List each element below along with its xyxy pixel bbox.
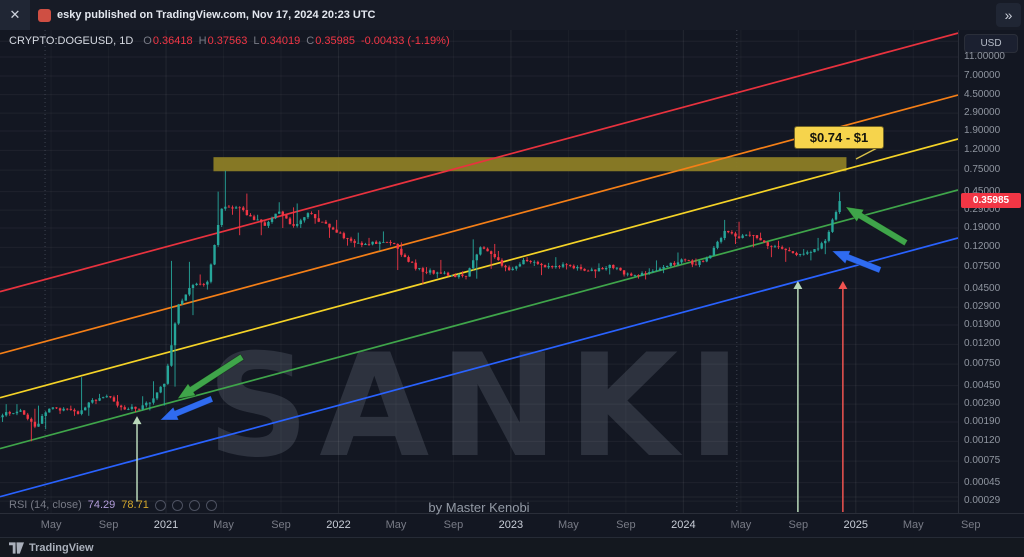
- price-axis-label: 4.50000: [964, 88, 1001, 100]
- rsi-settings-icon[interactable]: [171, 499, 183, 511]
- price-axis-label: 1.20000: [964, 144, 1001, 156]
- time-axis-label: 2022: [326, 519, 351, 531]
- time-axis-label: Sep: [98, 519, 119, 531]
- time-axis-label: May: [558, 519, 579, 531]
- price-axis-label: 7.00000: [964, 70, 1001, 82]
- price-axis[interactable]: USD 11.00000 7.00000 4.50000 2.90000 1.90000…: [958, 30, 1024, 513]
- time-axis-label: 2024: [671, 519, 696, 531]
- rsi-value-1: 74.29: [87, 499, 116, 511]
- time-axis-label: May: [40, 519, 62, 531]
- time-axis[interactable]: May Sep 2021 May Sep 2022 May Sep 2023 May Sep 2024…: [0, 513, 1024, 538]
- low-label: L: [253, 35, 260, 47]
- rsi-legend[interactable]: RSI (14, close) 74.29 78.71: [9, 499, 217, 511]
- price-axis-label: 2.90000: [964, 107, 1001, 119]
- time-axis-label: May: [213, 519, 234, 531]
- price-axis-label: 11.00000: [964, 50, 1005, 62]
- close-value: 0.35985: [315, 35, 355, 47]
- low-value: 0.34019: [260, 35, 301, 47]
- price-axis-label: 0.45000: [964, 185, 1001, 197]
- header-bar: ✕ esky published on TradingView.com, Nov…: [0, 0, 1024, 30]
- time-axis-label: Sep: [960, 519, 981, 531]
- price-axis-label: 0.00290: [964, 398, 1001, 410]
- expand-button[interactable]: »: [996, 3, 1021, 27]
- rsi-more-icon[interactable]: [188, 499, 200, 511]
- time-axis-label: 2023: [498, 519, 524, 531]
- green-arrow-2024[interactable]: [844, 206, 909, 247]
- price-axis-label: 0.00029: [964, 495, 1001, 507]
- double-chevron-icon: »: [1004, 7, 1013, 23]
- currency-button[interactable]: USD: [964, 34, 1018, 53]
- time-axis-label: May: [902, 519, 924, 531]
- time-axis-label: 2025: [843, 519, 869, 531]
- symbol-title[interactable]: CRYPTO:DOGEUSD, 1D: [9, 35, 134, 47]
- change-value: -0.00433 (-1.19%): [360, 35, 450, 47]
- price-axis-label: 0.00750: [964, 358, 1001, 370]
- resistance-zone[interactable]: [213, 157, 847, 172]
- price-axis-label: 1.90000: [964, 124, 1001, 136]
- price-axis-label: 0.12000: [964, 241, 1001, 253]
- high-label: H: [198, 35, 207, 47]
- last-price-badge: 0.35985: [961, 193, 1021, 209]
- price-axis-label: 0.00120: [964, 435, 1001, 447]
- price-axis-label: 0.02900: [964, 301, 1001, 313]
- open-value: 0.36418: [152, 35, 193, 47]
- footer-bar: TradingView: [0, 537, 1024, 557]
- channel-line-red[interactable]: [0, 32, 958, 293]
- time-axis-label: Sep: [443, 519, 464, 531]
- tradingview-brand[interactable]: TradingView: [29, 541, 94, 554]
- close-label: C: [306, 35, 315, 47]
- open-label: O: [143, 35, 152, 47]
- time-axis-label: May: [385, 519, 407, 531]
- rsi-close-icon[interactable]: [205, 499, 217, 511]
- blue-arrow-2024[interactable]: [831, 250, 882, 274]
- price-axis-label: 0.75000: [964, 164, 1001, 176]
- symbol-legend[interactable]: CRYPTO:DOGEUSD, 1D O 0.36418 H 0.37563 L 0.…: [9, 35, 450, 47]
- avatar: [38, 8, 51, 22]
- price-axis-label: 0.00450: [964, 379, 1001, 391]
- watermark: SANKI: [207, 324, 751, 489]
- price-axis-label: 0.29000: [964, 204, 1001, 216]
- price-target-label[interactable]: $0.74 - $1: [794, 126, 884, 149]
- rsi-label: RSI (14, close): [9, 499, 82, 511]
- time-axis-label: 2021: [153, 519, 179, 531]
- close-button[interactable]: ✕: [0, 0, 30, 30]
- close-icon: ✕: [9, 7, 21, 22]
- price-axis-label: 0.01200: [964, 338, 1001, 350]
- price-axis-label: 0.00190: [964, 415, 1001, 427]
- time-axis-label: Sep: [788, 519, 809, 531]
- published-text: esky published on TradingView.com, Nov 1…: [57, 9, 376, 21]
- rsi-visibility-icon[interactable]: [154, 499, 166, 511]
- time-axis-label: Sep: [271, 519, 291, 531]
- price-axis-label: 0.00045: [964, 476, 1001, 488]
- time-axis-label: Sep: [616, 519, 636, 531]
- tradingview-logo-icon[interactable]: [9, 541, 24, 554]
- price-axis-label: 0.07500: [964, 261, 1001, 273]
- price-axis-label: 0.00075: [964, 455, 1001, 467]
- price-axis-label: 0.01900: [964, 318, 1001, 330]
- high-value: 0.37563: [207, 35, 248, 47]
- price-axis-label: 0.04500: [964, 282, 1001, 294]
- price-axis-label: 0.19000: [964, 221, 1001, 233]
- time-axis-label: May: [730, 519, 752, 531]
- rsi-value-2: 78.71: [121, 499, 149, 511]
- byline: by Master Kenobi: [428, 500, 530, 515]
